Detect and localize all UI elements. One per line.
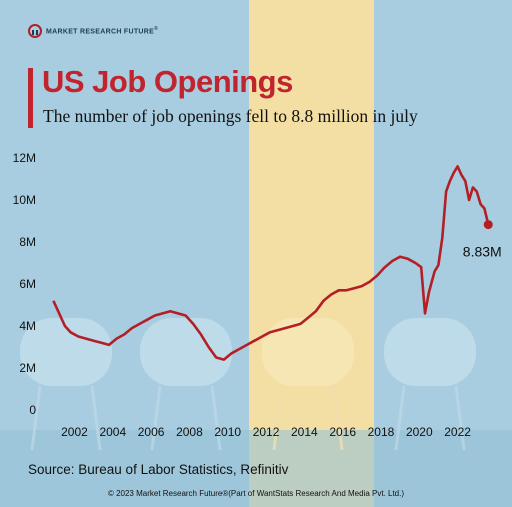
chair-4 — [384, 318, 476, 386]
chair-shapes — [20, 318, 476, 386]
x-tick-label: 2004 — [99, 425, 126, 439]
job-openings-line — [52, 165, 490, 361]
chair-3 — [262, 318, 354, 386]
highlight-band — [249, 0, 374, 507]
x-axis-ticks: 2002 2004 2006 2008 2010 2012 2014 2016 2018 2020… — [61, 425, 471, 439]
last-value-label: 8.83M — [463, 244, 502, 260]
y-tick-label: 8M — [19, 235, 36, 249]
last-value-marker — [483, 220, 493, 230]
last-value-annotation: 8.83M — [463, 220, 502, 260]
x-tick-label: 2008 — [176, 425, 203, 439]
brand-logo-icon — [28, 24, 42, 38]
y-tick-label: 6M — [19, 277, 36, 291]
y-axis-ticks: 0 2M 4M 6M 8M 10M 12M — [13, 151, 37, 417]
x-tick-label: 2014 — [291, 425, 318, 439]
brand-logo: MARKET RESEARCH FUTURE® — [28, 24, 158, 38]
chair-legs — [30, 385, 466, 451]
x-tick-label: 2018 — [368, 425, 395, 439]
source-note: Source: Bureau of Labor Statistics, Refi… — [28, 462, 289, 477]
y-tick-label: 12M — [13, 151, 36, 165]
chair-1 — [20, 318, 112, 386]
brand-name: MARKET RESEARCH FUTURE® — [46, 26, 159, 36]
x-tick-label: 2006 — [138, 425, 165, 439]
copyright-footer: © 2023 Market Research Future®(Part of W… — [107, 489, 405, 498]
x-tick-label: 2010 — [214, 425, 241, 439]
x-tick-label: 2022 — [444, 425, 471, 439]
title-accent-bar — [28, 68, 33, 128]
page-subtitle: The number of job openings fell to 8.8 m… — [43, 106, 418, 126]
y-tick-label: 2M — [19, 361, 36, 375]
y-tick-label: 0 — [29, 403, 36, 417]
x-tick-label: 2020 — [406, 425, 433, 439]
chair-2 — [140, 318, 232, 386]
x-tick-label: 2002 — [61, 425, 88, 439]
y-tick-label: 4M — [19, 319, 36, 333]
page-title: US Job Openings — [42, 64, 293, 99]
x-tick-label: 2012 — [253, 425, 280, 439]
x-tick-label: 2016 — [329, 425, 356, 439]
y-tick-label: 10M — [13, 193, 36, 207]
